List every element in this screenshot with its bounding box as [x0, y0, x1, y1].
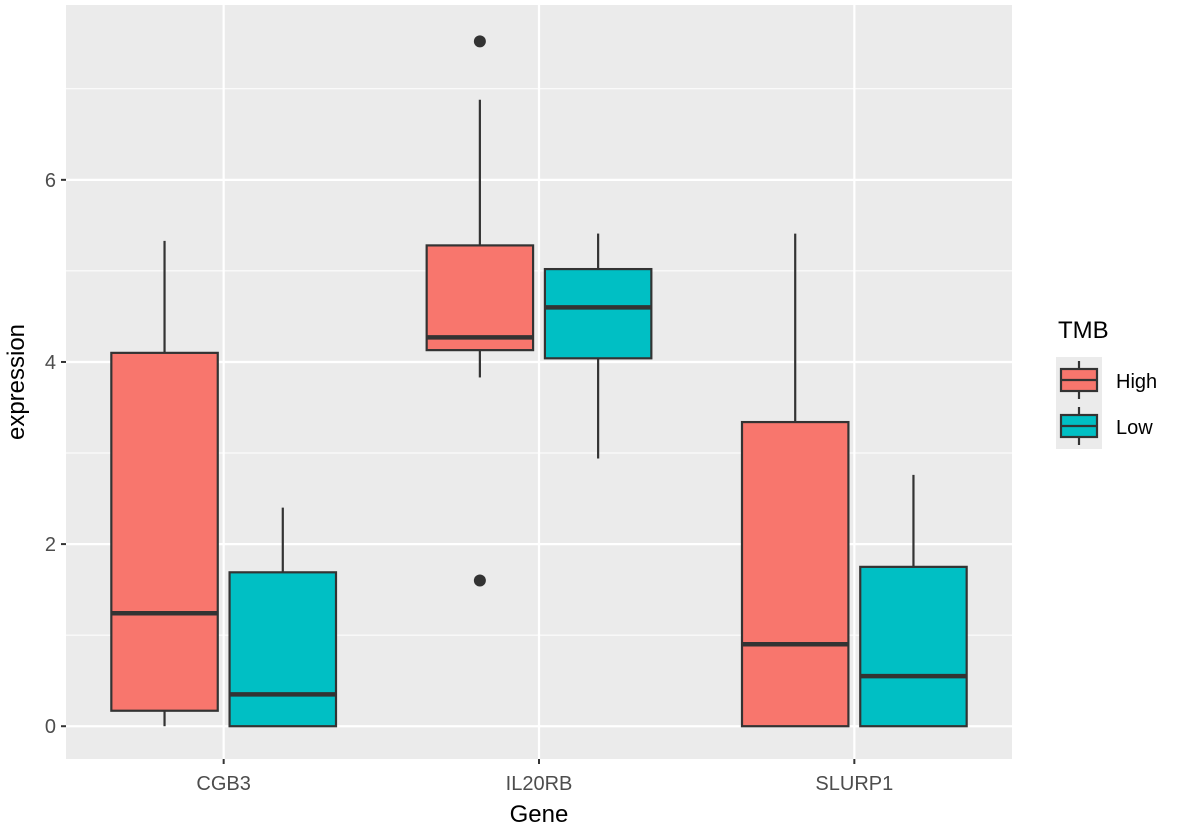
box-group — [740, 233, 850, 728]
box-iqr — [425, 244, 535, 352]
box-group — [859, 474, 968, 728]
legend-label: High — [1116, 371, 1157, 393]
y-tick-label: 4 — [45, 352, 56, 374]
y-tick-label: 0 — [45, 716, 56, 738]
y-tick-label: 2 — [45, 534, 56, 556]
legend-label: Low — [1116, 417, 1153, 439]
x-tick-label: IL20RB — [506, 773, 573, 795]
x-tick-label: SLURP1 — [815, 773, 893, 795]
box-group — [110, 240, 219, 727]
box-iqr — [543, 267, 653, 360]
outlier-point — [473, 574, 486, 587]
box-group — [425, 35, 535, 587]
outlier-point — [473, 35, 486, 48]
legend: TMB High Low — [1056, 317, 1157, 449]
box-iqr — [859, 565, 968, 728]
y-axis: 0 2 4 6 — [45, 170, 66, 738]
x-axis: CGB3 IL20RB SLURP1 — [196, 759, 893, 795]
x-axis-title: Gene — [510, 801, 569, 828]
y-tick-label: 6 — [45, 170, 56, 192]
box-group — [543, 233, 653, 459]
box-iqr — [110, 351, 219, 712]
legend-item: High — [1056, 357, 1157, 403]
box-groups — [110, 35, 968, 728]
box-iqr — [740, 420, 850, 728]
x-tick-label: CGB3 — [196, 773, 250, 795]
y-axis-title: expression — [3, 324, 30, 440]
legend-title: TMB — [1058, 317, 1109, 344]
major-gridlines — [66, 5, 1012, 759]
box-group — [228, 507, 338, 728]
legend-item: Low — [1056, 403, 1153, 449]
box-iqr — [228, 571, 338, 728]
